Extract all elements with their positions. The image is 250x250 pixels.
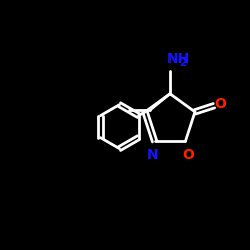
Text: 2: 2 bbox=[179, 58, 186, 68]
Text: NH: NH bbox=[166, 52, 190, 66]
Text: O: O bbox=[182, 148, 194, 162]
Text: O: O bbox=[214, 97, 226, 111]
Text: N: N bbox=[146, 148, 158, 162]
